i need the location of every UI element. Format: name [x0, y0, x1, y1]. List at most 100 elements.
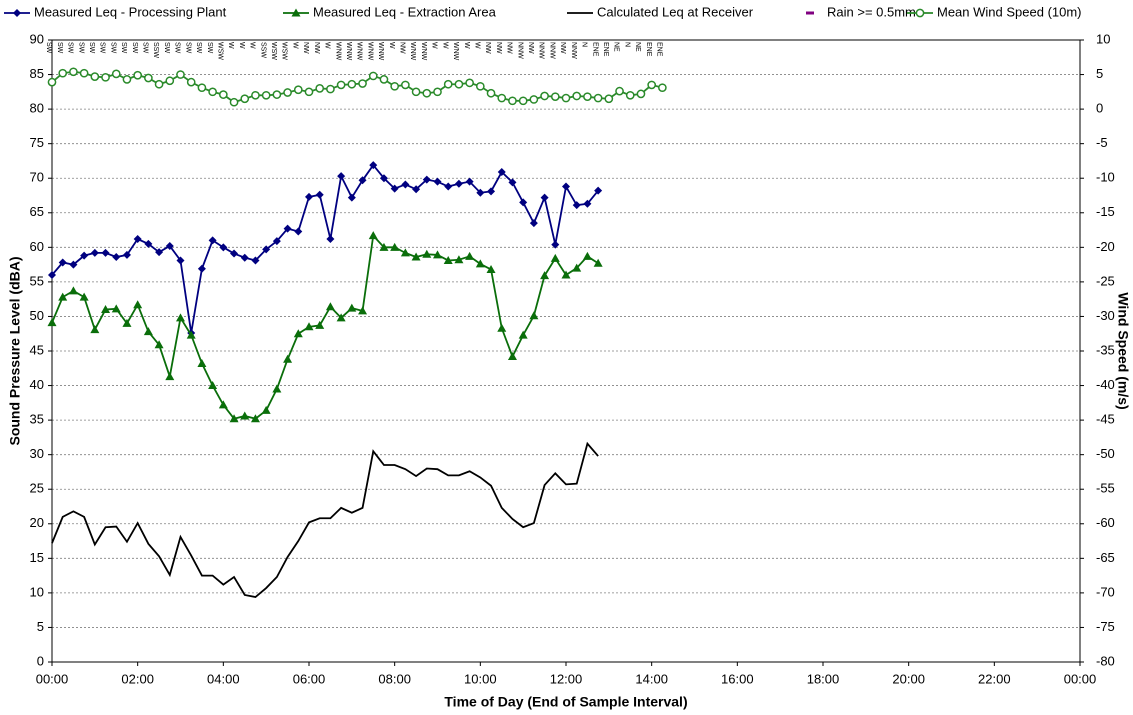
marker	[604, 94, 614, 104]
marker	[165, 372, 175, 381]
marker	[197, 264, 206, 273]
marker	[250, 414, 260, 423]
wind-direction: NE	[613, 42, 620, 52]
marker	[133, 70, 143, 80]
marker	[368, 71, 378, 81]
marker	[400, 248, 410, 257]
marker	[379, 75, 389, 84]
marker	[291, 8, 301, 17]
legend-label: Calculated Leq at Receiver	[597, 4, 754, 19]
y-tick-label: 85	[30, 66, 44, 81]
marker	[390, 242, 400, 251]
y-tick-label: 60	[30, 239, 44, 254]
marker	[144, 239, 153, 248]
y2-tick-label: -35	[1096, 342, 1115, 357]
y2-tick-label: -80	[1096, 653, 1115, 668]
wind-direction: NW	[484, 42, 491, 54]
marker	[80, 251, 89, 260]
marker	[251, 90, 260, 100]
marker	[165, 241, 174, 250]
y2-tick-label: -65	[1096, 550, 1115, 565]
x-tick-label: 22:00	[978, 671, 1011, 686]
marker	[433, 87, 442, 97]
marker	[625, 90, 635, 100]
wind-direction: WSW	[216, 42, 223, 60]
wind-direction: WNW	[452, 42, 459, 61]
x-tick-label: 14:00	[635, 671, 668, 686]
marker	[122, 75, 132, 84]
marker	[69, 260, 78, 269]
marker	[208, 87, 217, 97]
marker	[218, 400, 228, 409]
marker	[390, 184, 399, 193]
marker	[582, 251, 592, 260]
marker	[261, 90, 271, 100]
series-line	[51, 441, 599, 599]
y2-tick-label: -15	[1096, 204, 1115, 219]
marker	[112, 253, 121, 262]
marker	[133, 235, 142, 244]
wind-direction: N	[581, 42, 588, 47]
marker	[593, 93, 603, 103]
y-tick-label: 20	[30, 515, 44, 530]
y2-tick-label: -45	[1096, 412, 1115, 427]
marker	[422, 88, 432, 98]
marker	[293, 329, 303, 338]
y2-tick-label: -10	[1096, 170, 1115, 185]
marker	[433, 177, 442, 186]
wind-direction: NW	[527, 42, 534, 54]
wind-direction: W	[249, 42, 256, 49]
wind-direction: W	[238, 42, 245, 49]
y2-tick-label: 10	[1096, 31, 1110, 46]
wind-direction: NNW	[570, 42, 577, 59]
y-tick-label: 0	[37, 653, 44, 668]
marker	[68, 286, 78, 295]
y-tick-label: 55	[30, 273, 44, 288]
marker	[411, 252, 421, 261]
legend-label: Mean Wind Speed (10m)	[937, 4, 1082, 19]
wind-direction: W	[291, 42, 298, 49]
marker	[154, 340, 164, 349]
marker	[583, 92, 592, 102]
y2-tick-label: -25	[1096, 273, 1115, 288]
marker	[540, 271, 550, 280]
marker	[379, 174, 388, 183]
marker	[529, 95, 539, 104]
marker	[294, 227, 303, 236]
marker	[529, 219, 538, 228]
marker	[486, 88, 496, 98]
y2-tick-label: -30	[1096, 308, 1115, 323]
marker	[518, 96, 528, 106]
marker	[79, 292, 89, 301]
marker	[293, 85, 303, 95]
marker	[475, 81, 485, 91]
y-tick-label: 80	[30, 101, 44, 116]
wind-direction: WNW	[345, 42, 352, 61]
marker	[336, 313, 346, 322]
marker	[379, 242, 389, 251]
marker	[518, 330, 528, 339]
marker	[572, 91, 582, 101]
y2-tick-label: -20	[1096, 239, 1115, 254]
wind-direction: NW	[559, 42, 566, 54]
marker	[218, 90, 228, 99]
wind-direction: W	[324, 42, 331, 49]
wind-direction: SW	[163, 42, 170, 54]
x-tick-label: 02:00	[121, 671, 154, 686]
y-tick-label: 35	[30, 412, 44, 427]
marker	[154, 79, 164, 89]
x-tick-label: 10:00	[464, 671, 497, 686]
marker	[562, 182, 570, 191]
marker	[411, 87, 421, 97]
wind-direction: SW	[77, 42, 84, 54]
series-line	[51, 233, 599, 420]
marker	[540, 193, 549, 202]
marker	[915, 8, 925, 18]
y2-tick-label: 0	[1096, 101, 1103, 116]
marker	[593, 258, 603, 267]
x-tick-label: 20:00	[892, 671, 925, 686]
x-tick-label: 08:00	[378, 671, 411, 686]
y2-tick-label: -60	[1096, 515, 1115, 530]
marker	[561, 270, 571, 279]
y-tick-label: 45	[30, 342, 44, 357]
